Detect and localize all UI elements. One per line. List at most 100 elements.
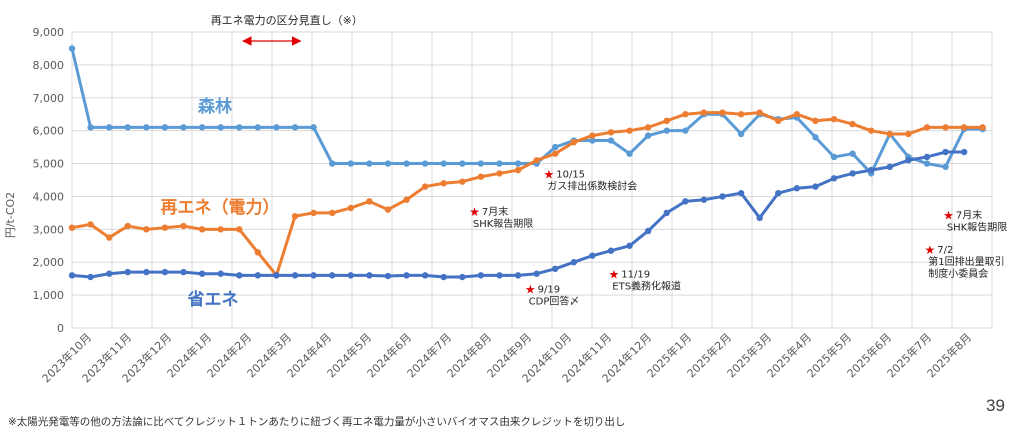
data-point [886, 130, 893, 138]
y-tick-label: 4,000 [33, 190, 65, 203]
data-point [849, 120, 856, 128]
data-point [552, 143, 559, 151]
data-point [812, 134, 819, 141]
data-point [329, 209, 336, 217]
annotation-text: 制度小委員会 [928, 267, 988, 280]
data-point [979, 124, 986, 131]
data-point [960, 148, 968, 156]
data-point [347, 204, 354, 212]
data-point [496, 160, 503, 167]
data-point [440, 273, 447, 281]
data-point [570, 138, 578, 146]
data-point [161, 124, 169, 131]
data-point [626, 150, 633, 157]
data-point [403, 160, 410, 167]
footnote: ※太陽光発電等の他の方法論に比べてクレジット１トンあたりに紐づく再エネ電力量が小… [8, 416, 626, 428]
data-point [719, 109, 726, 116]
data-point [905, 157, 912, 164]
data-point [477, 160, 485, 167]
series-label-forest: 森林 [198, 96, 232, 117]
data-point [477, 272, 485, 279]
data-point [366, 160, 373, 167]
data-point [867, 127, 875, 134]
data-point [105, 234, 113, 241]
data-point [143, 124, 150, 131]
data-point [366, 272, 373, 279]
data-point [68, 224, 76, 231]
data-point [533, 270, 540, 277]
data-point [180, 124, 187, 131]
data-point [626, 127, 633, 134]
data-point [942, 148, 949, 156]
series-line [71, 111, 983, 277]
data-point [87, 221, 94, 228]
data-point [143, 268, 150, 276]
data-point [236, 226, 243, 233]
data-point [254, 272, 262, 279]
star-icon: ★ [943, 208, 954, 222]
data-point [849, 150, 856, 157]
annotation-text: 10/15 [556, 169, 585, 180]
data-point [87, 124, 94, 131]
data-point [923, 124, 931, 131]
data-point [105, 270, 113, 277]
data-point [682, 111, 689, 118]
data-point [552, 265, 559, 272]
data-point [663, 127, 670, 134]
data-point [496, 272, 503, 279]
data-point [217, 226, 224, 233]
data-point [533, 157, 540, 164]
data-point [756, 109, 763, 116]
data-point [440, 180, 447, 187]
data-point [254, 249, 262, 256]
data-point [812, 117, 819, 125]
star-icon: ★ [469, 205, 480, 219]
series-label-energy-saving: 省エネ [187, 289, 239, 310]
data-point [607, 247, 615, 254]
data-point [942, 163, 949, 171]
y-tick-label: 7,000 [33, 92, 65, 105]
data-point [552, 150, 559, 157]
data-point [775, 189, 782, 197]
data-point [644, 124, 652, 131]
data-point [347, 272, 354, 279]
star-icon: ★ [609, 268, 620, 282]
data-point [347, 160, 354, 167]
data-point [570, 259, 578, 266]
data-point [459, 178, 466, 185]
annotation-text: 第1回排出量取引 [928, 255, 1004, 268]
data-point [960, 124, 968, 131]
page-number: 39 [986, 396, 1005, 415]
data-point [589, 137, 596, 144]
data-point [217, 270, 224, 277]
data-point [496, 170, 503, 177]
range-note: 再エネ電力の区分見直し（※） [211, 13, 363, 46]
annotation-text: SHK報告期限 [947, 220, 1007, 233]
y-tick-label: 6,000 [33, 125, 65, 138]
annotation-text: ガス排出係数検討会 [547, 179, 637, 192]
y-axis-label: 円/t-CO2 [4, 192, 17, 238]
data-point [514, 160, 522, 167]
data-point [923, 160, 931, 167]
data-point [236, 124, 243, 131]
data-point [87, 273, 94, 281]
data-point [644, 227, 652, 235]
data-point [384, 206, 392, 213]
data-point [329, 272, 336, 279]
data-point [886, 163, 893, 171]
data-point [421, 183, 429, 190]
series-2 [68, 148, 968, 281]
data-point [403, 272, 410, 279]
star-icon: ★ [525, 282, 536, 296]
data-point [421, 160, 429, 167]
data-point [607, 137, 615, 144]
data-point [923, 153, 931, 161]
data-point [291, 212, 299, 220]
data-point [68, 272, 76, 279]
data-point [236, 272, 243, 279]
